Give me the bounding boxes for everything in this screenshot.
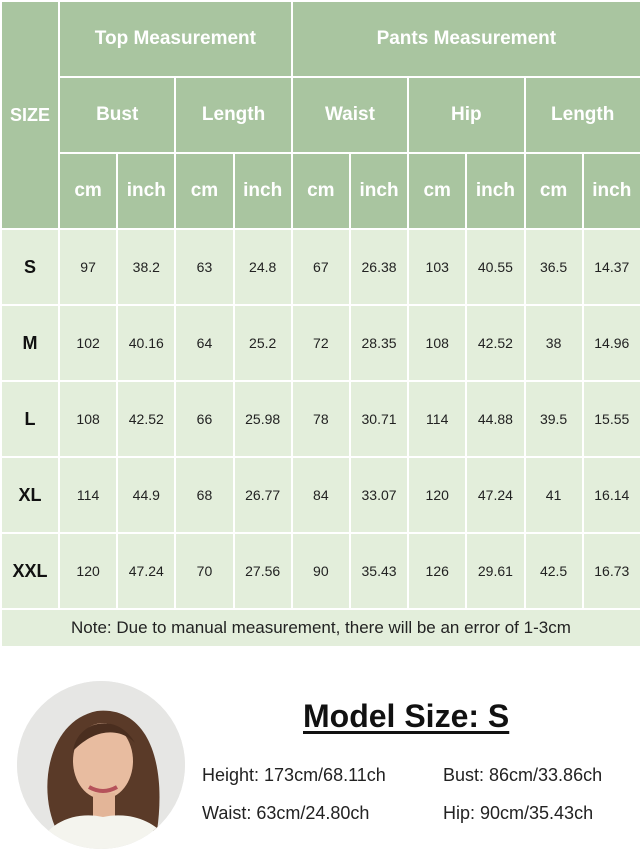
- value-cell: 36.5: [523, 228, 584, 306]
- value-cell: 42.52: [116, 380, 177, 458]
- value-cell: 38: [523, 304, 584, 382]
- value-cell: 108: [407, 304, 468, 382]
- value-cell: 44.9: [116, 456, 177, 534]
- table-row: M 102 40.16 64 25.2 72 28.35 108 42.52 38 14.96: [0, 304, 640, 382]
- unit-header: inch: [116, 152, 177, 230]
- value-cell: 15.55: [581, 380, 640, 458]
- value-cell: 25.98: [232, 380, 293, 458]
- model-size-title: Model Size: S: [303, 698, 510, 734]
- value-cell: 26.77: [232, 456, 293, 534]
- value-cell: 63: [174, 228, 235, 306]
- value-cell: 16.14: [581, 456, 640, 534]
- value-cell: 120: [407, 456, 468, 534]
- value-cell: 47.24: [465, 456, 526, 534]
- table-row: XXL 120 47.24 70 27.56 90 35.43 126 29.61 42.5 16.…: [0, 532, 640, 610]
- value-cell: 40.16: [116, 304, 177, 382]
- model-bust: Bust: 86cm/33.86ch: [443, 765, 603, 785]
- value-cell: 30.71: [348, 380, 410, 458]
- note: Note: Due to manual measurement, there w…: [0, 608, 640, 648]
- value-cell: 35.43: [348, 532, 410, 610]
- table-row: L 108 42.52 66 25.98 78 30.71 114 44.88 39.5 15.55: [0, 380, 640, 458]
- size-cell: S: [0, 228, 60, 306]
- unit-header: inch: [465, 152, 526, 230]
- model-height: Height: 173cm/68.11ch: [202, 765, 386, 785]
- value-cell: 64: [174, 304, 235, 382]
- size-cell: M: [0, 304, 60, 382]
- top-measurement-header: Top Measurement: [58, 0, 293, 78]
- measure-header: Waist: [290, 76, 410, 154]
- unit-header: cm: [523, 152, 584, 230]
- unit-header: inch: [232, 152, 293, 230]
- pants-measurement-header: Pants Measurement: [290, 0, 640, 78]
- value-cell: 78: [290, 380, 351, 458]
- value-cell: 41: [523, 456, 584, 534]
- value-cell: 40.55: [465, 228, 526, 306]
- measure-header: Length: [174, 76, 293, 154]
- unit-header: cm: [290, 152, 351, 230]
- value-cell: 47.24: [116, 532, 177, 610]
- size-cell: XL: [0, 456, 60, 534]
- value-cell: 42.52: [465, 304, 526, 382]
- size-header: SIZE: [0, 0, 60, 230]
- value-cell: 66: [174, 380, 235, 458]
- measure-header: Length: [523, 76, 640, 154]
- value-cell: 114: [57, 456, 119, 534]
- unit-header: cm: [57, 152, 119, 230]
- value-cell: 67: [290, 228, 351, 306]
- value-cell: 29.61: [465, 532, 526, 610]
- value-cell: 68: [174, 456, 235, 534]
- value-cell: 28.35: [348, 304, 410, 382]
- size-cell: XXL: [0, 532, 60, 610]
- value-cell: 120: [57, 532, 119, 610]
- value-cell: 27.56: [232, 532, 293, 610]
- value-cell: 126: [407, 532, 468, 610]
- value-cell: 16.73: [581, 532, 640, 610]
- value-cell: 103: [407, 228, 468, 306]
- unit-header: inch: [348, 152, 410, 230]
- value-cell: 90: [290, 532, 351, 610]
- value-cell: 108: [57, 380, 119, 458]
- value-cell: 44.88: [465, 380, 526, 458]
- unit-header: inch: [581, 152, 640, 230]
- value-cell: 38.2: [116, 228, 177, 306]
- value-cell: 14.96: [581, 304, 640, 382]
- value-cell: 72: [290, 304, 351, 382]
- value-cell: 42.5: [523, 532, 584, 610]
- unit-header: cm: [174, 152, 235, 230]
- value-cell: 114: [407, 380, 468, 458]
- value-cell: 14.37: [581, 228, 640, 306]
- value-cell: 102: [57, 304, 119, 382]
- value-cell: 26.38: [348, 228, 410, 306]
- table-row: XL 114 44.9 68 26.77 84 33.07 120 47.24 41 16.14: [0, 456, 640, 534]
- unit-header: cm: [407, 152, 468, 230]
- model-photo: [17, 681, 185, 849]
- value-cell: 25.2: [232, 304, 293, 382]
- table-row: S 97 38.2 63 24.8 67 26.38 103 40.55 36.5 14.37: [0, 228, 640, 306]
- value-cell: 33.07: [348, 456, 410, 534]
- size-chart-table: SIZE Top Measurement Pants Measurement B…: [0, 0, 640, 648]
- value-cell: 24.8: [232, 228, 293, 306]
- value-cell: 84: [290, 456, 351, 534]
- measure-header: Hip: [407, 76, 526, 154]
- size-cell: L: [0, 380, 60, 458]
- measure-header: Bust: [57, 76, 177, 154]
- value-cell: 39.5: [523, 380, 584, 458]
- model-waist: Waist: 63cm/24.80ch: [202, 803, 370, 823]
- value-cell: 70: [174, 532, 235, 610]
- value-cell: 97: [57, 228, 119, 306]
- model-hip: Hip: 90cm/35.43ch: [443, 803, 594, 823]
